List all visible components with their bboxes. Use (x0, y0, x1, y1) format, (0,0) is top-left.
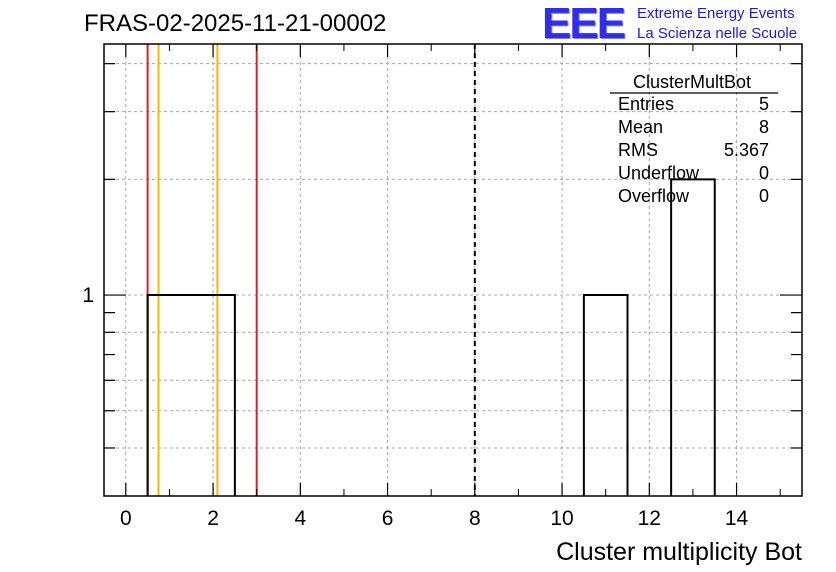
stats-row-label: Mean (618, 117, 663, 137)
axis-ticks (104, 44, 802, 496)
x-tick-label: 2 (207, 507, 219, 530)
stats-row-value: 0 (759, 163, 769, 183)
y-tick-label: 1 (82, 284, 94, 307)
x-tick-label: 12 (638, 507, 661, 530)
x-tick-label: 14 (725, 507, 749, 530)
stats-row-value: 5.367 (724, 140, 769, 160)
chart-title: FRAS-02-2025-11-21-00002 (84, 10, 387, 37)
histogram-bin (146, 294, 236, 496)
histogram-bin (670, 178, 716, 496)
stats-row-label: Overflow (618, 186, 690, 206)
x-tick-label: 10 (550, 507, 573, 530)
stats-title: ClusterMultBot (633, 72, 751, 92)
stats-row-value: 5 (759, 94, 769, 114)
logo-line-2: La Scienza nelle Scuole (637, 25, 798, 42)
plot-frame (103, 43, 803, 497)
x-tick-label: 0 (120, 507, 132, 530)
logo-mark: EEE (542, 0, 626, 48)
histogram-bin (582, 294, 629, 496)
stats-box: ClusterMultBot Entries 5 Mean 8 RMS 5.367 Unde… (610, 72, 778, 206)
stats-row-label: RMS (618, 140, 658, 160)
axis-labels: 0 2 4 6 8 10 12 14 1 (82, 284, 748, 530)
x-tick-label: 8 (469, 507, 481, 530)
stats-row-label: Underflow (618, 163, 700, 183)
stats-row-label: Entries (618, 94, 674, 114)
histogram-bins (146, 178, 716, 496)
stats-row-value: 8 (759, 117, 769, 137)
logo-line-1: Extreme Energy Events (637, 5, 795, 22)
x-tick-label: 6 (382, 507, 394, 530)
x-axis-label: Cluster multiplicity Bot (556, 538, 802, 566)
x-tick-label: 4 (294, 507, 306, 530)
stats-row-value: 0 (759, 186, 769, 206)
grid (104, 44, 802, 496)
